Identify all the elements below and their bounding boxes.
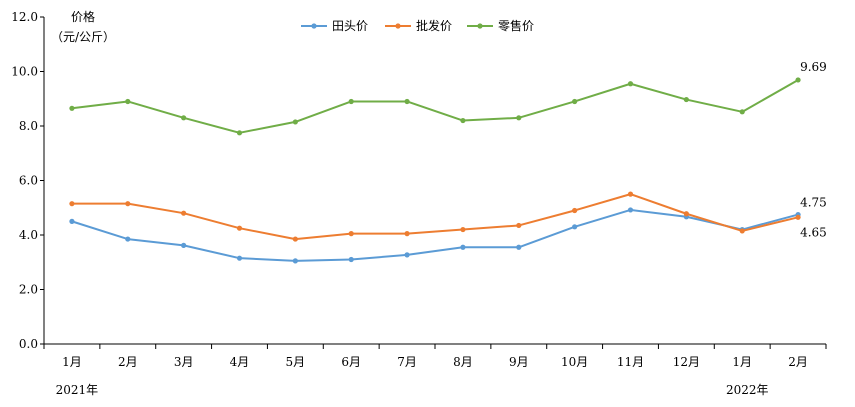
series-2-point — [739, 109, 745, 115]
axes — [40, 16, 827, 349]
x-tick-label: 11月 — [617, 355, 644, 369]
x-tick-label: 12月 — [673, 355, 700, 369]
data-label: 4.65 — [800, 225, 827, 239]
series-0-point — [236, 255, 243, 261]
x-tick-label: 1月 — [62, 355, 82, 369]
data-label: 4.75 — [800, 196, 827, 210]
series-2-point — [627, 81, 634, 87]
series-group — [69, 77, 801, 264]
series-line-2 — [71, 79, 799, 134]
x-tick-label: 7月 — [397, 355, 417, 369]
series-2-point — [181, 115, 187, 121]
series-1-point — [181, 210, 187, 216]
series-0-point — [125, 236, 131, 242]
x-tick-label: 1月 — [732, 355, 752, 369]
series-1-point — [404, 231, 410, 237]
x-tick-label: 10月 — [561, 355, 588, 369]
y-tick-label: 0.0 — [19, 337, 38, 351]
year-label: 2021年 — [56, 383, 99, 397]
y-axis-title-line2: （元/公斤） — [51, 30, 115, 44]
series-2-point — [236, 130, 243, 136]
series-1-point — [516, 222, 522, 229]
data-labels: 9.69 4.75 4.65 — [800, 60, 827, 239]
year-label: 2022年 — [726, 383, 769, 397]
series-1-point — [683, 211, 689, 217]
series-2-point — [292, 119, 298, 125]
x-tick-label: 2月 — [788, 355, 808, 369]
series-0-point — [627, 207, 634, 213]
legend-marker-1 — [395, 23, 401, 29]
x-tick-label: 8月 — [453, 355, 473, 369]
series-0-point — [404, 252, 410, 258]
series-2-point — [795, 77, 801, 83]
y-tick-label: 6.0 — [19, 174, 38, 188]
y-tick-label: 10.0 — [11, 65, 38, 79]
x-tick-label: 6月 — [341, 355, 361, 369]
series-1-point — [627, 191, 634, 197]
x-tick-label: 2月 — [118, 355, 138, 369]
y-tick-labels: 0.0 2.0 4.0 6.0 8.0 10.0 12.0 — [11, 10, 38, 351]
series-2-point — [404, 98, 410, 105]
legend-marker-2 — [477, 23, 483, 29]
x-tick-labels: 1月 2月 3月 4月 5月 6月 7月 8月 9月 10月 11月 12月 1月 2月 2021年 2022… — [56, 355, 808, 397]
series-0-point — [181, 242, 187, 248]
data-label: 9.69 — [800, 60, 827, 74]
series-1-point — [69, 201, 75, 207]
series-2-point — [460, 117, 466, 124]
y-axis-title-line1: 价格 — [71, 9, 95, 24]
series-1-point — [348, 231, 354, 237]
series-1-point — [460, 226, 466, 233]
y-tick-label: 2.0 — [19, 283, 38, 297]
legend-label: 田头价 — [332, 19, 368, 33]
x-tick-label: 5月 — [286, 355, 306, 369]
series-2-point — [348, 98, 354, 105]
legend-marker-0 — [311, 23, 317, 29]
y-tick-label: 12.0 — [11, 10, 38, 24]
legend: 田头价 批发价 零售价 — [301, 18, 534, 33]
series-line-1 — [71, 193, 799, 241]
series-1-point — [572, 207, 578, 214]
series-2-point — [125, 98, 131, 105]
series-1-point — [795, 214, 801, 220]
x-tick-label: 3月 — [174, 355, 194, 369]
series-1-point — [739, 228, 745, 234]
series-1-point — [125, 201, 131, 207]
y-tick-label: 8.0 — [19, 119, 38, 133]
series-0-point — [348, 256, 354, 263]
series-0-point — [572, 224, 578, 230]
series-2-point — [69, 105, 75, 111]
series-0-point — [516, 244, 522, 250]
x-tick-label: 4月 — [230, 355, 250, 369]
series-0-point — [460, 244, 466, 250]
y-tick-label: 4.0 — [19, 228, 38, 242]
legend-label: 零售价 — [498, 18, 534, 33]
series-1-point — [292, 236, 298, 242]
series-0-point — [292, 258, 298, 264]
x-tick-label: 9月 — [509, 355, 529, 369]
legend-label: 批发价 — [416, 18, 452, 33]
series-2-point — [572, 98, 578, 105]
series-1-point — [236, 225, 243, 231]
series-2-point — [683, 96, 689, 103]
series-2-point — [516, 115, 522, 121]
series-0-point — [69, 218, 75, 224]
series-line-0 — [71, 208, 799, 262]
